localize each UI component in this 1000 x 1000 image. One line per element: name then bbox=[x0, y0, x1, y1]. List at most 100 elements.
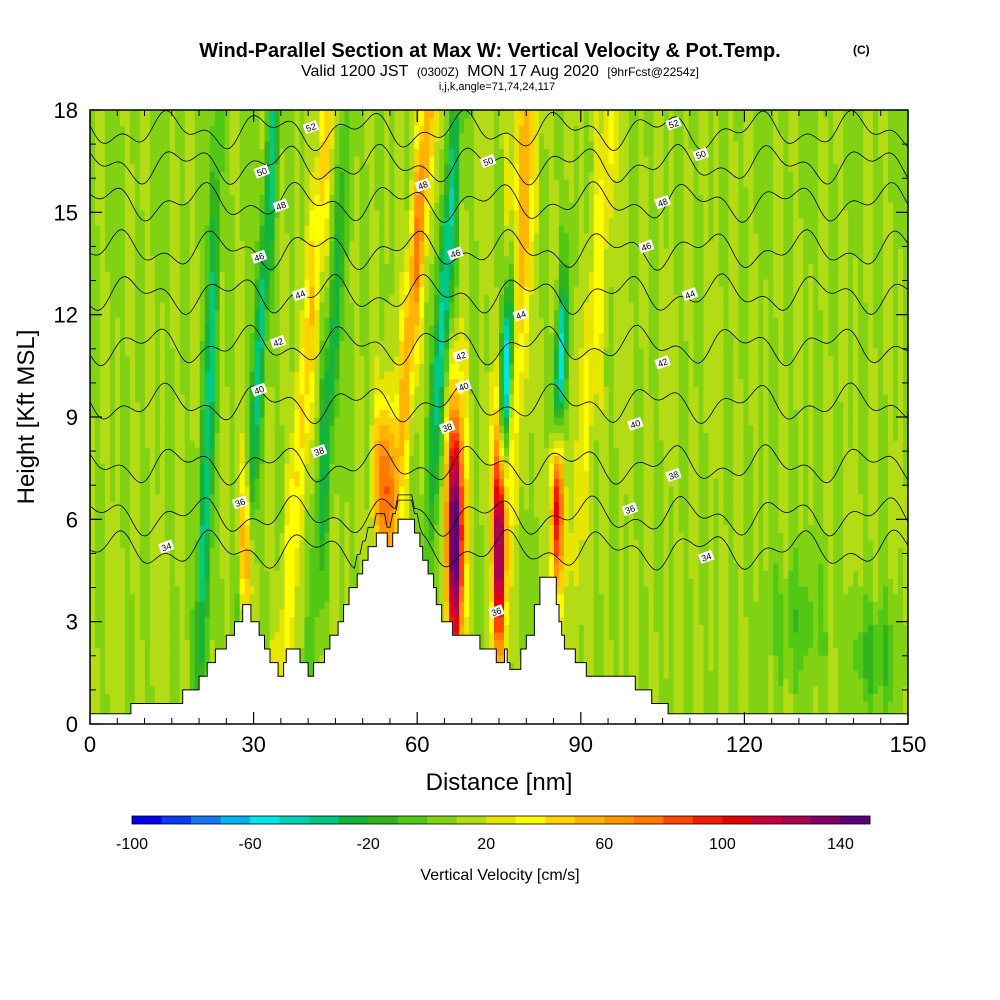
field-cell bbox=[823, 509, 829, 518]
field-cell bbox=[808, 670, 814, 679]
field-cell bbox=[94, 570, 101, 579]
field-cell bbox=[773, 677, 779, 687]
field-cell bbox=[344, 539, 350, 549]
field-cell bbox=[783, 631, 789, 641]
field-cell bbox=[748, 608, 754, 618]
field-cell bbox=[274, 608, 281, 618]
field-cell bbox=[698, 700, 705, 710]
field-cell bbox=[748, 493, 754, 503]
field-cell bbox=[693, 562, 700, 572]
field-cell bbox=[638, 624, 645, 633]
field-cell bbox=[738, 570, 744, 579]
field-cell bbox=[568, 539, 575, 549]
field-cell bbox=[124, 647, 131, 656]
field-cell bbox=[673, 693, 680, 702]
field-cell bbox=[638, 670, 645, 679]
field-cell bbox=[883, 601, 889, 610]
field-cell bbox=[499, 593, 505, 602]
field-cell bbox=[169, 585, 176, 595]
field-cell bbox=[209, 486, 216, 495]
field-cell bbox=[289, 555, 296, 564]
field-cell bbox=[878, 585, 884, 595]
field-cell bbox=[279, 616, 286, 625]
field-cell bbox=[364, 486, 370, 495]
field-cell bbox=[508, 516, 515, 526]
field-cell bbox=[294, 601, 301, 610]
field-cell bbox=[833, 654, 839, 664]
field-cell bbox=[204, 562, 211, 572]
field-cell bbox=[179, 647, 186, 656]
field-cell bbox=[199, 493, 206, 503]
field-cell bbox=[464, 509, 470, 518]
field-cell bbox=[299, 631, 306, 641]
field-cell bbox=[678, 493, 685, 503]
field-cell bbox=[319, 493, 326, 503]
field-cell bbox=[833, 608, 839, 618]
field-cell bbox=[134, 616, 141, 625]
field-cell bbox=[713, 654, 720, 664]
field-cell bbox=[848, 616, 854, 625]
field-cell bbox=[324, 539, 331, 549]
field-cell bbox=[548, 539, 555, 549]
field-cell bbox=[778, 493, 784, 503]
field-cell bbox=[638, 509, 645, 518]
field-cell bbox=[314, 539, 321, 549]
field-cell bbox=[683, 700, 690, 710]
field-cell bbox=[808, 616, 814, 625]
field-cell bbox=[259, 608, 266, 618]
field-cell bbox=[873, 654, 879, 664]
field-cell bbox=[673, 578, 680, 587]
field-cell bbox=[114, 662, 121, 671]
field-cell bbox=[294, 493, 301, 503]
field-cell bbox=[618, 593, 625, 602]
field-cell bbox=[823, 516, 829, 526]
field-cell bbox=[304, 532, 311, 541]
field-cell bbox=[713, 608, 720, 618]
field-cell bbox=[209, 501, 216, 510]
field-cell bbox=[708, 562, 715, 572]
field-cell bbox=[693, 616, 700, 625]
field-cell bbox=[459, 524, 465, 533]
field-cell bbox=[279, 532, 286, 541]
field-cell bbox=[793, 593, 799, 602]
field-cell bbox=[748, 501, 754, 510]
field-cell bbox=[154, 639, 161, 648]
field-cell bbox=[494, 524, 500, 533]
field-cell bbox=[154, 677, 161, 687]
field-cell bbox=[578, 647, 585, 656]
field-cell bbox=[563, 524, 570, 533]
field-cell bbox=[868, 516, 874, 526]
field-cell bbox=[658, 631, 665, 641]
field-cell bbox=[449, 578, 455, 587]
field-cell bbox=[104, 516, 111, 526]
field-cell bbox=[688, 608, 695, 618]
field-cell bbox=[189, 570, 196, 579]
field-cell bbox=[294, 608, 301, 618]
field-cell bbox=[823, 532, 829, 541]
field-cell bbox=[364, 516, 370, 526]
field-cell bbox=[868, 532, 874, 541]
field-cell bbox=[309, 532, 316, 541]
field-cell bbox=[703, 685, 710, 694]
field-cell bbox=[119, 570, 126, 579]
field-cell bbox=[359, 516, 365, 526]
field-cell bbox=[653, 670, 660, 679]
field-cell bbox=[583, 524, 590, 533]
field-cell bbox=[623, 593, 630, 602]
field-cell bbox=[888, 593, 894, 602]
field-cell bbox=[833, 509, 839, 518]
field-cell bbox=[543, 539, 550, 549]
field-cell bbox=[828, 708, 834, 717]
field-cell bbox=[803, 647, 809, 656]
field-cell bbox=[563, 509, 570, 518]
field-cell bbox=[174, 662, 181, 671]
field-cell bbox=[169, 693, 176, 702]
field-cell bbox=[653, 570, 660, 579]
field-cell bbox=[149, 516, 156, 526]
field-cell bbox=[653, 616, 660, 625]
field-cell bbox=[618, 555, 625, 564]
field-cell bbox=[299, 539, 306, 549]
field-cell bbox=[139, 501, 146, 510]
field-cell bbox=[808, 555, 814, 564]
field-cell bbox=[653, 647, 660, 656]
